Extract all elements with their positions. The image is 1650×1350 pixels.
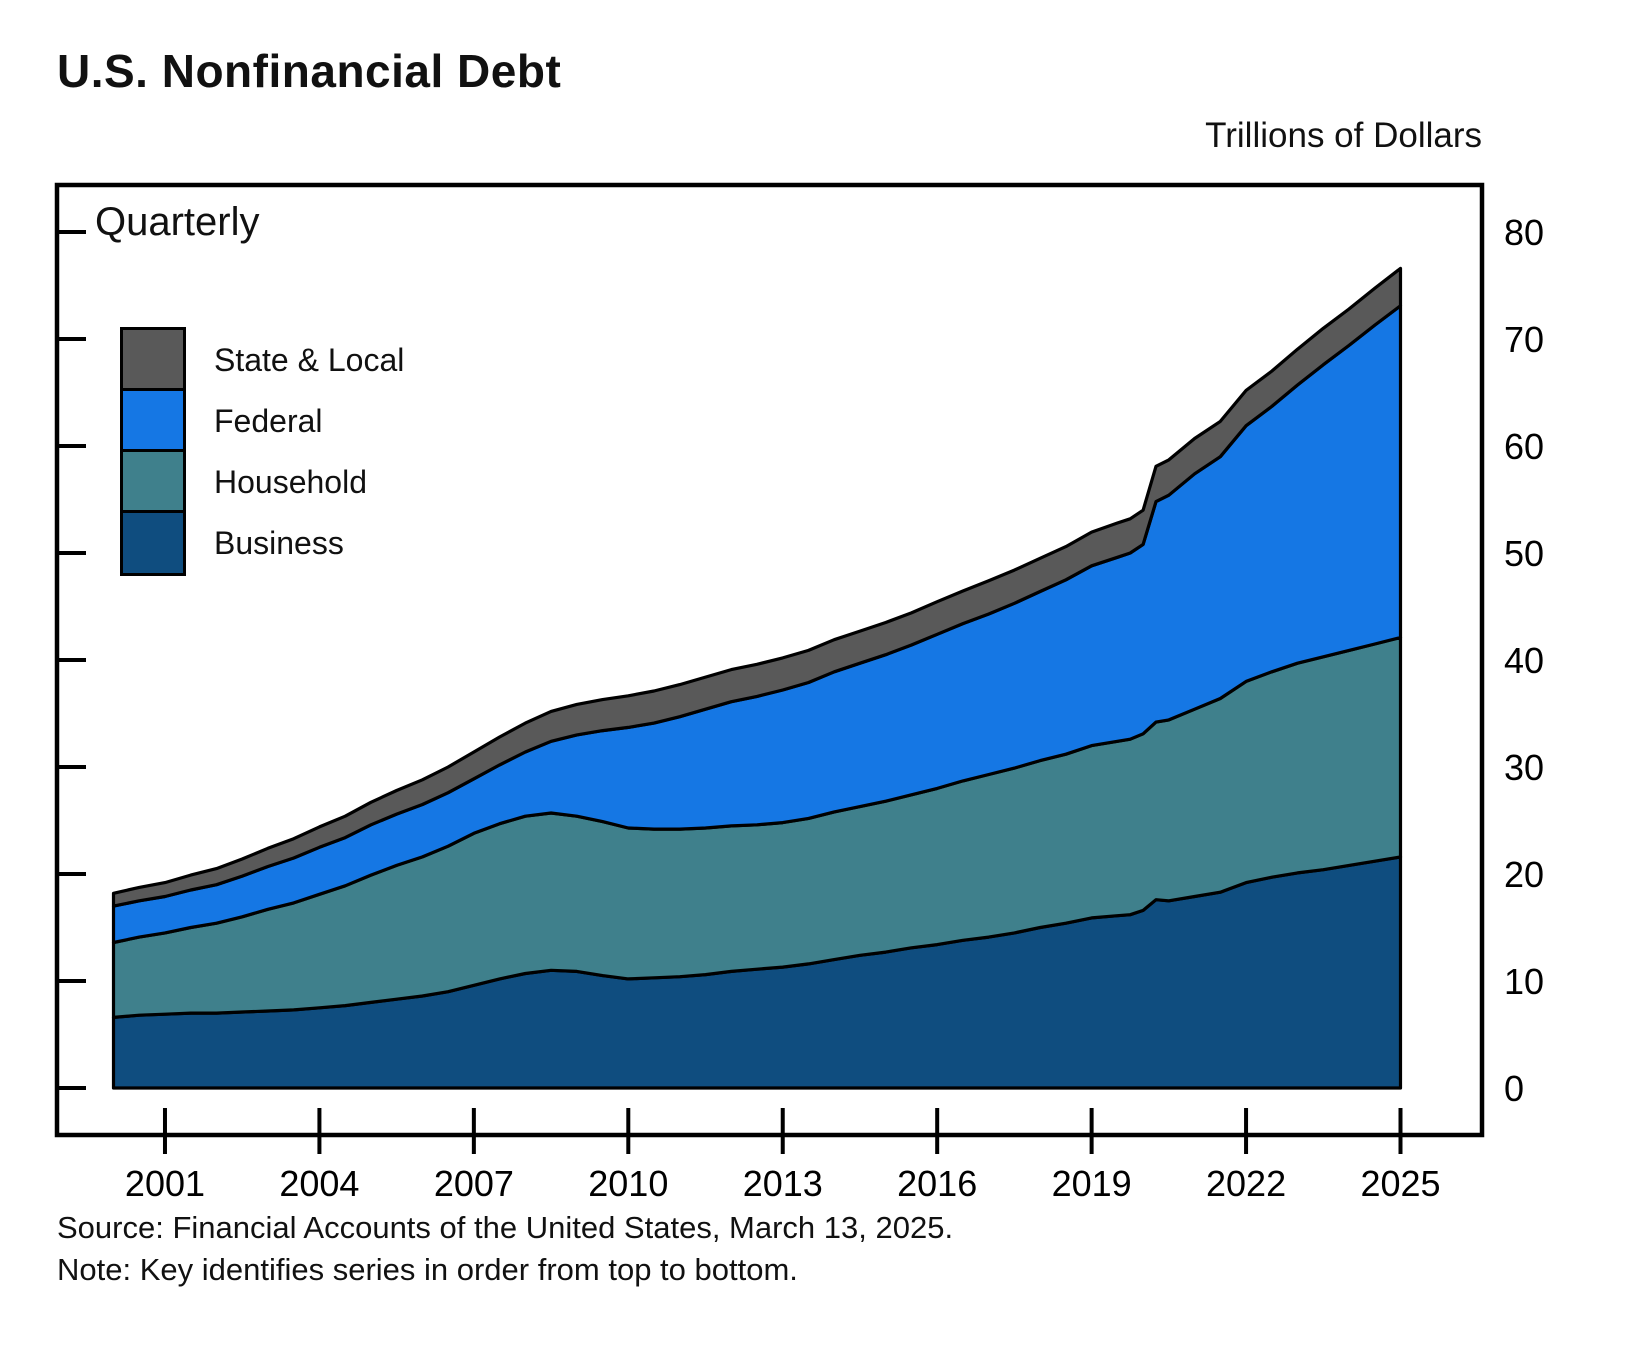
x-tick-label: 2016 (897, 1163, 977, 1204)
x-tick-label: 2013 (743, 1163, 823, 1204)
y-tick-label: 70 (1504, 319, 1544, 360)
y-tick-label: 30 (1504, 747, 1544, 788)
legend-swatch-federal-icon (120, 388, 186, 454)
x-tick-label: 2025 (1360, 1163, 1440, 1204)
frequency-label: Quarterly (95, 200, 260, 244)
legend: State & Local Federal Household Business (120, 327, 405, 576)
x-tick-label: 2022 (1206, 1163, 1286, 1204)
x-tick-label: 2001 (125, 1163, 205, 1204)
y-tick-label: 0 (1504, 1068, 1524, 1109)
legend-label-state-local: State & Local (214, 341, 405, 378)
source-note: Source: Financial Accounts of the United… (57, 1210, 954, 1245)
legend-item-federal: Federal (120, 388, 404, 454)
legend-item-business: Business (120, 510, 404, 576)
plot-frame (54, 182, 1485, 1138)
y-tick-label: 10 (1504, 961, 1544, 1002)
legend-label-federal: Federal (214, 402, 323, 439)
legend-swatch-household-icon (120, 449, 186, 515)
legend-label-business: Business (214, 524, 344, 561)
y-tick-label: 50 (1504, 533, 1544, 574)
x-tick-label: 2019 (1052, 1163, 1132, 1204)
y-tick-label: 60 (1504, 426, 1544, 467)
x-tick-label: 2007 (434, 1163, 514, 1204)
legend-label-household: Household (214, 463, 367, 500)
y-tick-label: 80 (1504, 212, 1544, 253)
x-tick-label: 2010 (588, 1163, 668, 1204)
legend-item-state-local: State & Local (120, 327, 405, 393)
x-tick-label: 2004 (279, 1163, 359, 1204)
legend-swatch-business-icon (120, 510, 186, 576)
key-order-note: Note: Key identifies series in order fro… (57, 1252, 798, 1287)
area-state-local (111, 266, 1403, 908)
legend-item-household: Household (120, 449, 404, 515)
chart-title: U.S. Nonfinancial Debt (57, 45, 562, 97)
y-tick-label: 40 (1504, 640, 1544, 681)
y-tick-label: 20 (1504, 854, 1544, 895)
y-axis-units-label: Trillions of Dollars (1205, 116, 1482, 155)
legend-swatch-state-local-icon (120, 327, 186, 393)
